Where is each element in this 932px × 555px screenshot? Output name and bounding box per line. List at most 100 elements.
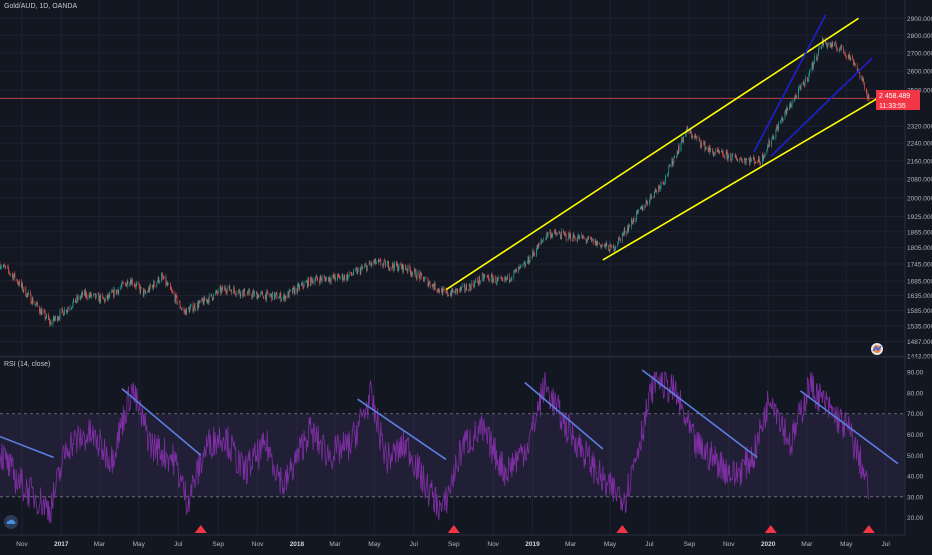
candle-body [330, 278, 331, 281]
candle-body [94, 294, 95, 295]
candle-body [863, 79, 864, 80]
candle-body [23, 291, 24, 292]
candle-body [231, 290, 232, 291]
candle-body [727, 152, 728, 159]
candle-body [814, 56, 815, 62]
candle-body [267, 291, 268, 292]
candle-body [492, 275, 493, 276]
candle-body [448, 295, 449, 296]
candle-body [668, 166, 669, 174]
candle-body [321, 279, 322, 281]
candle-body [33, 298, 34, 303]
x-tick-label: May [133, 541, 146, 548]
candle-body [22, 284, 23, 291]
candle-body [188, 308, 189, 309]
candle-body [111, 291, 112, 293]
candle-body [384, 260, 385, 263]
candle-body [643, 206, 644, 210]
candle-body [482, 274, 483, 275]
price-tick-label: 2700.000 [907, 50, 932, 57]
candle-body [484, 277, 485, 280]
candle-body [668, 174, 669, 175]
candle-body [358, 268, 359, 269]
candle-body [444, 289, 445, 290]
candle-body [433, 286, 434, 289]
candle-body [297, 288, 298, 293]
candle-body [583, 237, 584, 238]
candle-body [602, 245, 603, 246]
candle-body [723, 151, 724, 156]
candle-body [670, 166, 671, 167]
candle-body [523, 264, 524, 265]
candle-body [71, 308, 72, 309]
rsi-panel-cloud-icon[interactable] [4, 515, 18, 529]
candle-body [600, 245, 601, 246]
candle-body [701, 142, 702, 147]
tradingview-logo-icon[interactable] [871, 343, 883, 355]
candle-body [452, 288, 453, 295]
candle-body [351, 275, 352, 276]
candle-body [796, 95, 797, 96]
candle-body [708, 150, 709, 152]
blue-trendline [771, 58, 872, 156]
candle-body [645, 206, 646, 208]
candle-body [501, 278, 502, 279]
yellow-trendline [446, 18, 858, 289]
candle-body [484, 276, 485, 277]
candle-body [475, 282, 476, 283]
candle-body [176, 295, 177, 296]
candle-body [419, 275, 420, 279]
candle-body [204, 297, 205, 304]
candle-body [650, 194, 651, 198]
candle-body [416, 277, 417, 278]
candle-body [751, 159, 752, 161]
candle-body [362, 267, 363, 269]
candle-body [109, 293, 110, 297]
candle-body [795, 95, 796, 97]
candle-body [100, 296, 101, 302]
candle-body [428, 283, 429, 286]
candle-body [197, 303, 198, 310]
candle-body [694, 136, 695, 138]
candle-body [512, 278, 513, 279]
candle-body [344, 275, 345, 280]
candle-body [304, 283, 305, 288]
candle-body [717, 149, 718, 151]
candle-body [190, 306, 191, 308]
candle-body [772, 137, 773, 141]
candle-body [325, 278, 326, 281]
candle-body [116, 290, 117, 294]
candle-body [787, 107, 788, 110]
candle-body [283, 297, 284, 299]
candle-body [146, 292, 147, 293]
candle-body [335, 275, 336, 279]
candle-body [604, 245, 605, 246]
candle-body [537, 245, 538, 250]
candle-body [140, 287, 141, 292]
candle-body [222, 287, 223, 291]
candle-body [229, 286, 230, 291]
candle-body [0, 267, 1, 268]
candle-body [303, 287, 304, 288]
candle-body [260, 293, 261, 295]
warning-triangle-icon [863, 525, 875, 533]
candle-body [57, 316, 58, 321]
candle-body [233, 288, 234, 294]
candle-body [741, 159, 742, 162]
candle-body [591, 239, 592, 240]
candle-body [238, 291, 239, 294]
candle-body [298, 285, 299, 286]
candle-body [717, 150, 718, 152]
candle-body [226, 290, 227, 292]
candle-body [333, 275, 334, 278]
candle-body [502, 278, 503, 279]
candle-body [161, 274, 162, 281]
candle-body [153, 285, 154, 288]
candle-body [692, 136, 693, 137]
candle-body [584, 237, 585, 238]
candle-body [586, 238, 587, 241]
candle-body [334, 275, 335, 278]
candle-body [623, 234, 624, 235]
